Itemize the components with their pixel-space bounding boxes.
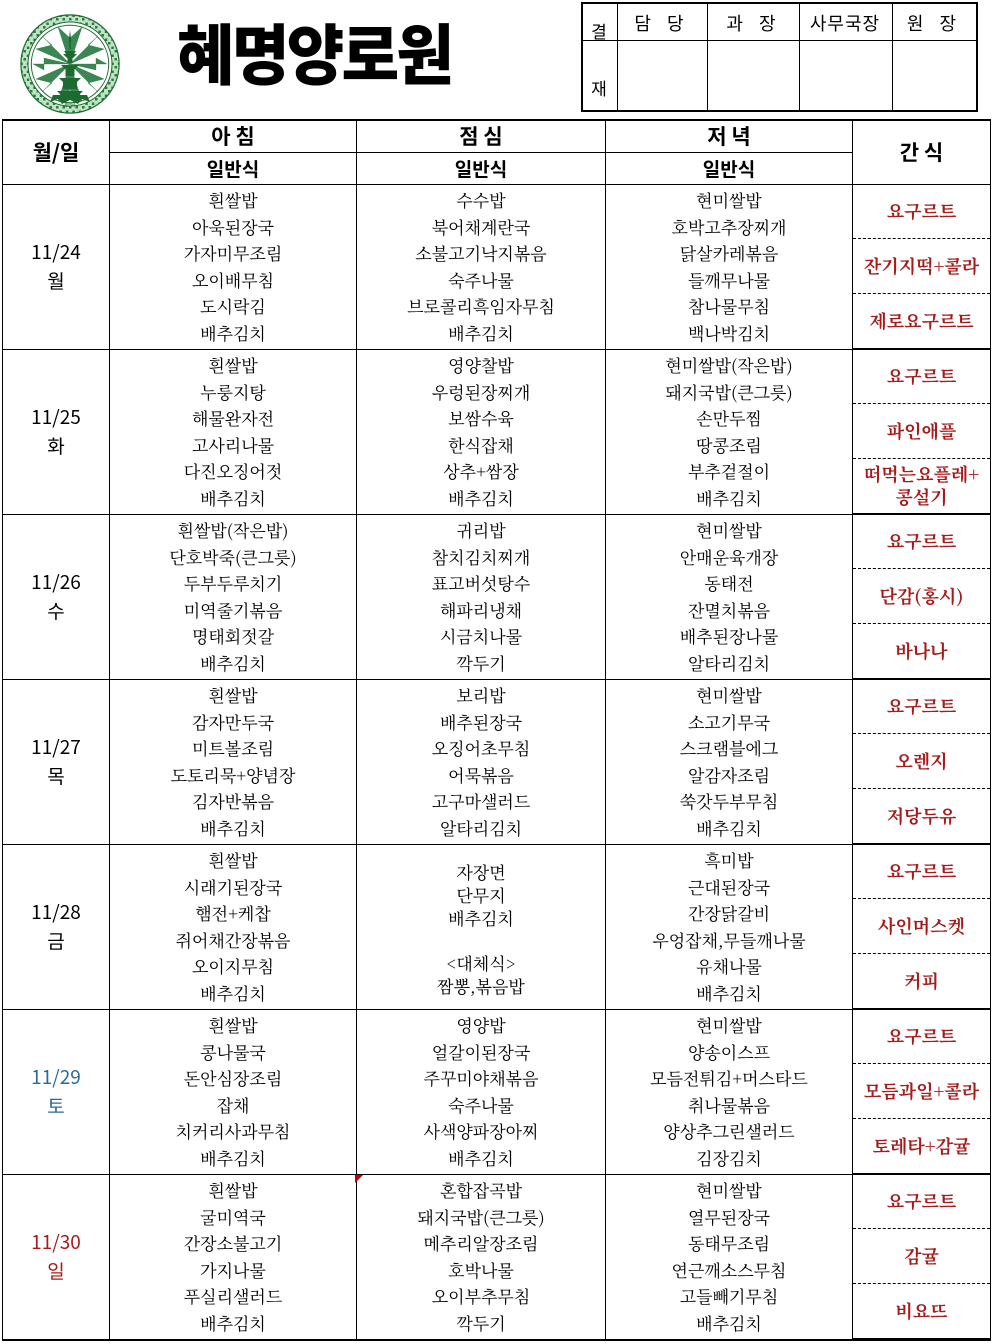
svg-text:핿명아: 핿명아 — [64, 102, 76, 109]
